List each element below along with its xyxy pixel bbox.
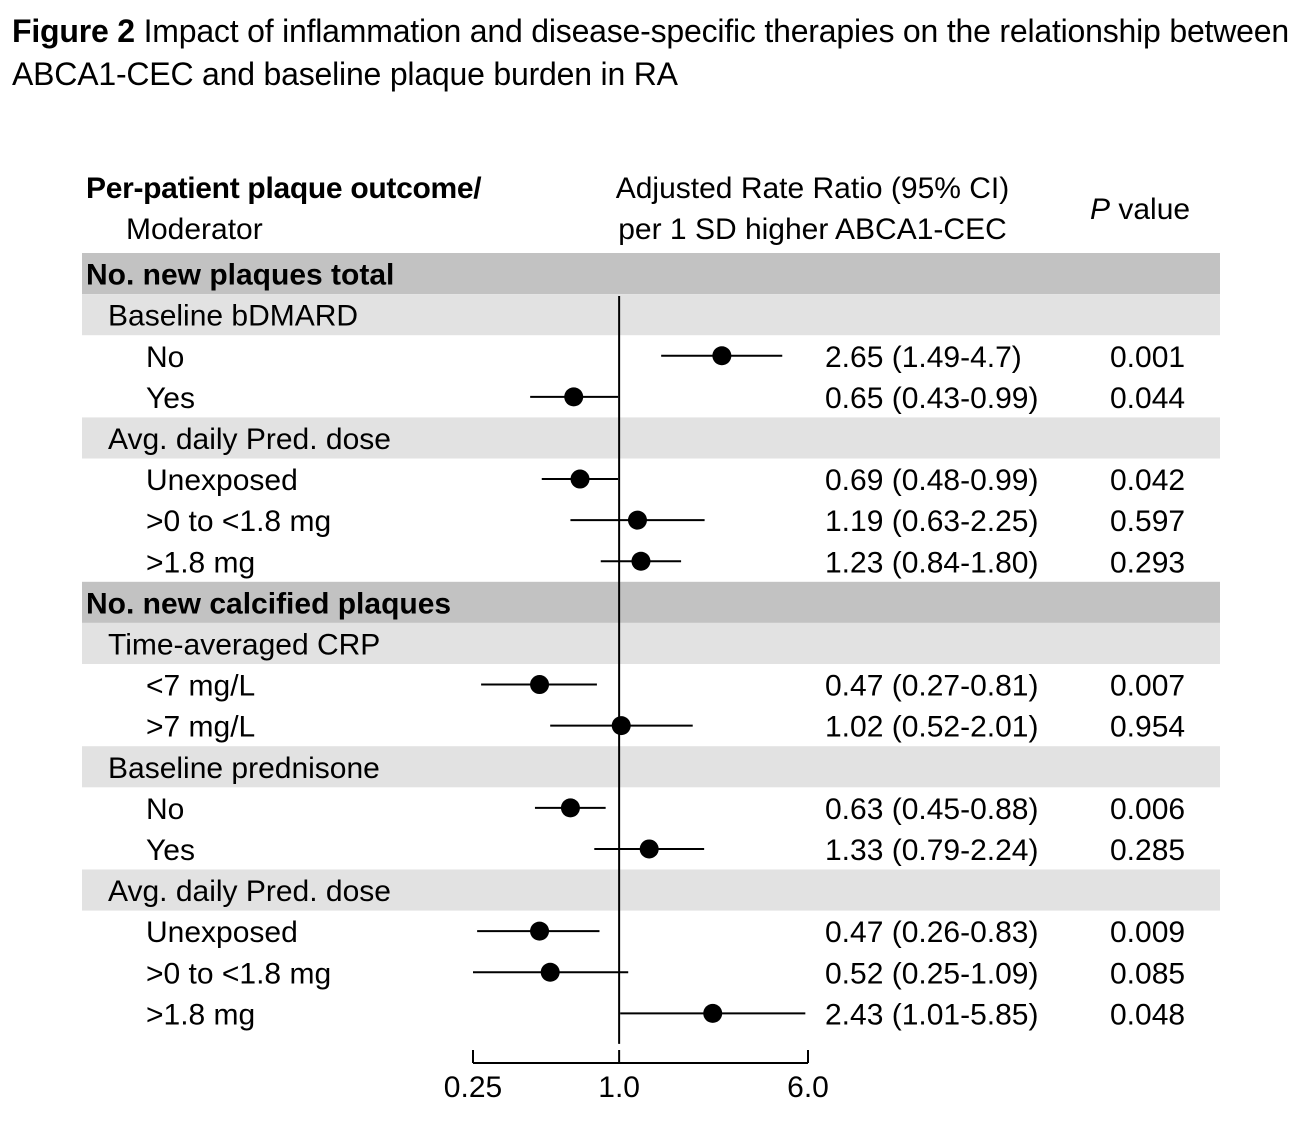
rate-ratio-value-6: 1.19 (0.63-2.25) [825,505,1038,538]
point-estimate-11 [611,716,631,736]
p-value-11: 0.954 [1110,711,1185,744]
section-label-no-new-calcified-plaques: No. new calcified plaques [86,587,451,620]
row-label-13: No [146,793,184,826]
x-tick-label-1: 1.0 [598,1071,640,1104]
row-label-16: Unexposed [146,916,298,949]
x-tick-label-2: 6.0 [787,1071,829,1104]
rate-ratio-value-17: 0.52 (0.25-1.09) [825,957,1038,990]
point-estimate-13 [560,798,580,818]
outcome-header-line2: Moderator [126,213,263,246]
section-band-0 [82,253,1220,295]
point-estimate-6 [627,510,647,530]
rate-ratio-value-5: 0.69 (0.48-0.99) [825,464,1038,497]
rate-ratio-value-10: 0.47 (0.27-0.81) [825,670,1038,703]
group-band-15 [82,869,1220,911]
group-band-12 [82,746,1220,788]
rate-ratio-value-2: 2.65 (1.49-4.7) [825,341,1022,374]
p-value-16: 0.009 [1110,916,1185,949]
point-estimate-5 [570,469,590,489]
rate-ratio-value-11: 1.02 (0.52-2.01) [825,711,1038,744]
group-band-4 [82,417,1220,459]
p-value-17: 0.085 [1110,957,1185,990]
p-value-3: 0.044 [1110,382,1185,415]
group-label-avg-daily-pred-dose: Avg. daily Pred. dose [108,875,391,908]
row-label-10: <7 mg/L [146,670,255,703]
outcome-header-line1: Per-patient plaque outcome/ [86,172,482,205]
group-label-baseline-prednisone: Baseline prednisone [108,752,380,785]
p-value-7: 0.293 [1110,546,1185,579]
row-label-17: >0 to <1.8 mg [146,957,331,990]
row-label-2: No [146,341,184,374]
p-value-column-header: P value [1090,189,1190,230]
point-estimate-10 [530,675,550,695]
row-label-11: >7 mg/L [146,711,255,744]
point-estimate-3 [564,387,584,407]
rate-ratio-value-18: 2.43 (1.01-5.85) [825,998,1038,1031]
row-label-5: Unexposed [146,464,298,497]
rate-ratio-value-16: 0.47 (0.26-0.83) [825,916,1038,949]
rate-ratio-value-3: 0.65 (0.43-0.99) [825,382,1038,415]
ratio-header-line2: per 1 SD higher ABCA1-CEC [618,213,1007,246]
point-estimate-7 [631,551,651,571]
figure-title-text: Impact of inflammation and disease-speci… [12,13,1289,92]
x-tick-label-0: 0.25 [444,1071,502,1104]
section-label-no-new-plaques-total: No. new plaques total [86,259,394,292]
group-band-1 [82,294,1220,336]
p-value-6: 0.597 [1110,505,1185,538]
p-header-rest: value [1110,193,1191,226]
p-value-13: 0.006 [1110,793,1185,826]
p-value-5: 0.042 [1110,464,1185,497]
point-estimate-14 [639,839,659,859]
row-label-6: >0 to <1.8 mg [146,505,331,538]
ratio-header-line1: Adjusted Rate Ratio (95% CI) [615,172,1010,205]
group-band-9 [82,622,1220,664]
point-estimate-18 [703,1003,723,1023]
row-label-7: >1.8 mg [146,546,255,579]
p-value-18: 0.048 [1110,998,1185,1031]
figure-label: Figure 2 [12,13,135,49]
ratio-column-header: Adjusted Rate Ratio (95% CI) per 1 SD hi… [560,168,1065,250]
group-label-time-averaged-crp: Time-averaged CRP [108,628,380,661]
row-label-18: >1.8 mg [146,998,255,1031]
point-estimate-17 [540,962,560,982]
point-estimate-2 [712,346,732,366]
p-italic: P [1090,193,1111,226]
rate-ratio-value-7: 1.23 (0.84-1.80) [825,546,1038,579]
p-value-2: 0.001 [1110,341,1185,374]
group-label-baseline-bdmard: Baseline bDMARD [108,300,358,333]
rate-ratio-value-14: 1.33 (0.79-2.24) [825,834,1038,867]
p-value-10: 0.007 [1110,670,1185,703]
point-estimate-16 [530,921,550,941]
rate-ratio-value-13: 0.63 (0.45-0.88) [825,793,1038,826]
section-band-8 [82,581,1220,623]
figure-title: Figure 2 Impact of inflammation and dise… [12,10,1302,96]
group-label-avg-daily-pred-dose: Avg. daily Pred. dose [108,423,391,456]
row-label-14: Yes [146,834,195,867]
p-value-14: 0.285 [1110,834,1185,867]
row-label-3: Yes [146,382,195,415]
outcome-column-header: Per-patient plaque outcome/ Moderator [86,168,482,250]
